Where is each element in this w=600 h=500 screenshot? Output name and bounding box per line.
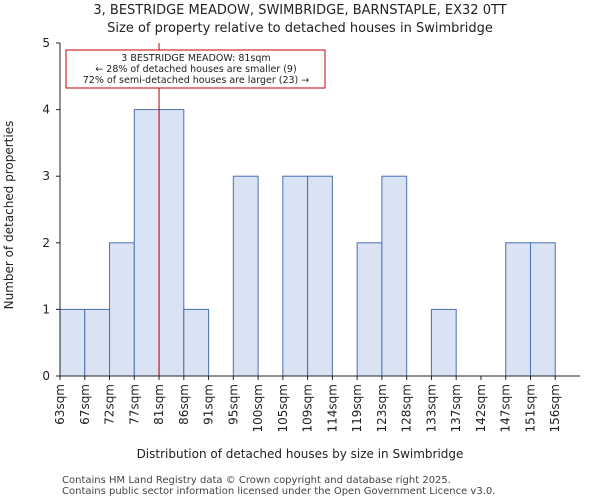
bar-63sqm xyxy=(59,308,86,377)
y-axis-label: Number of detached properties xyxy=(2,121,16,310)
footer-line2: Contains public sector information licen… xyxy=(62,486,495,497)
x-tick-label-137sqm: 137sqm xyxy=(449,384,463,432)
y-tick-label-5: 5 xyxy=(42,36,50,50)
bar-95sqm xyxy=(232,175,259,377)
x-tick-label-123sqm: 123sqm xyxy=(375,384,389,432)
axes-group xyxy=(59,43,580,377)
x-tick-label-156sqm: 156sqm xyxy=(548,384,562,432)
bar-105sqm xyxy=(282,175,309,377)
x-tick-label-91sqm: 91sqm xyxy=(202,384,216,425)
x-tick-label-77sqm: 77sqm xyxy=(127,384,141,425)
annotation-border xyxy=(65,49,326,89)
x-tick-label-72sqm: 72sqm xyxy=(103,384,117,425)
x-tick-label-105sqm: 105sqm xyxy=(276,384,290,432)
x-tick-label-95sqm: 95sqm xyxy=(226,384,240,425)
y-ticks-group: 0 1 2 3 4 5 xyxy=(42,36,60,383)
y-tick-label-0: 0 xyxy=(42,369,50,383)
bar-81sqm xyxy=(158,109,185,377)
footer-line1: Contains HM Land Registry data © Crown c… xyxy=(62,475,451,486)
x-tick-label-67sqm: 67sqm xyxy=(78,384,92,425)
x-axis-label: Distribution of detached houses by size … xyxy=(137,447,464,461)
bar-123sqm xyxy=(381,175,408,377)
bar-133sqm xyxy=(430,308,457,377)
bar-67sqm xyxy=(84,308,111,377)
y-tick-label-4: 4 xyxy=(42,103,50,117)
bar-151sqm xyxy=(529,242,556,377)
x-ticks-group: 63sqm 67sqm 72sqm 77sqm 81sqm 86sqm 91sqm 95sqm… xyxy=(53,376,562,432)
x-tick-label-114sqm: 114sqm xyxy=(325,384,339,432)
annotation-line1: 3 BESTRIDGE MEADOW: 81sqm xyxy=(121,53,270,64)
x-tick-label-100sqm: 100sqm xyxy=(251,384,265,432)
annotation-line2: ← 28% of detached houses are smaller (9) xyxy=(95,64,296,75)
bar-86sqm xyxy=(183,308,210,377)
y-tick-label-1: 1 xyxy=(42,302,50,316)
x-tick-label-133sqm: 133sqm xyxy=(424,384,438,432)
bar-72sqm xyxy=(109,242,135,377)
bar-109sqm xyxy=(307,175,333,377)
x-tick-label-147sqm: 147sqm xyxy=(499,384,513,432)
annotation-line3: 72% of semi-detached houses are larger (… xyxy=(83,75,310,86)
x-tick-label-151sqm: 151sqm xyxy=(523,384,537,432)
bars-group xyxy=(59,109,556,377)
x-tick-label-142sqm: 142sqm xyxy=(474,384,488,432)
x-tick-label-109sqm: 109sqm xyxy=(301,384,315,432)
chart-title-line2: Size of property relative to detached ho… xyxy=(107,21,493,36)
chart-title-line1: 3, BESTRIDGE MEADOW, SWIMBRIDGE, BARNSTA… xyxy=(93,3,506,18)
bar-77sqm xyxy=(133,109,160,377)
bar-147sqm xyxy=(505,242,531,377)
x-tick-label-86sqm: 86sqm xyxy=(177,384,191,425)
y-tick-label-3: 3 xyxy=(42,169,50,183)
y-tick-label-2: 2 xyxy=(42,236,50,250)
annotation-box: 3 BESTRIDGE MEADOW: 81sqm ← 28% of detac… xyxy=(65,49,326,89)
x-tick-label-119sqm: 119sqm xyxy=(350,384,364,432)
x-tick-label-81sqm: 81sqm xyxy=(152,384,166,425)
bar-119sqm xyxy=(356,242,383,377)
x-tick-label-63sqm: 63sqm xyxy=(53,384,67,425)
x-tick-label-128sqm: 128sqm xyxy=(400,384,414,432)
